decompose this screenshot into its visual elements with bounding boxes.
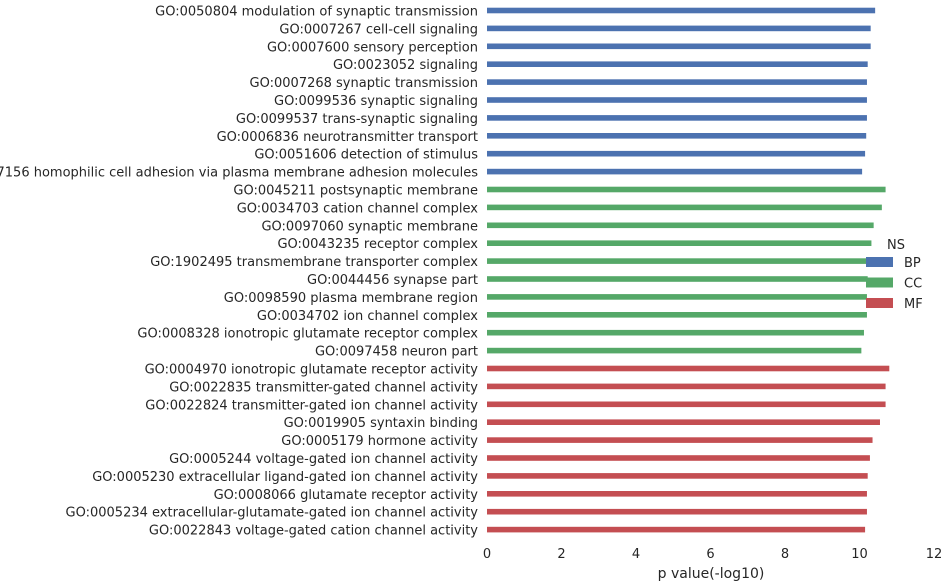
- category-label: GO:0022835 transmitter-gated channel act…: [169, 380, 478, 395]
- category-label: GO:0007267 cell-cell signaling: [279, 22, 478, 37]
- bar-cc: [487, 186, 886, 193]
- x-axis-label: p value(-log10): [658, 566, 765, 582]
- x-tick-label: 10: [851, 547, 868, 562]
- category-label: GO:0023052 signaling: [333, 58, 478, 73]
- bar-mf: [487, 365, 890, 372]
- category-label: GO:0008328 ionotropic glutamate receptor…: [137, 327, 478, 342]
- legend-swatch: [866, 257, 893, 267]
- category-label: GO:0050804 modulation of synaptic transm…: [155, 5, 478, 20]
- bar-cc: [487, 276, 868, 282]
- bar-bp: [487, 168, 863, 175]
- category-label: GO:0022824 transmitter-gated ion channel…: [145, 398, 478, 413]
- category-label: GO:0097060 synaptic membrane: [261, 219, 478, 234]
- category-label: GO:0006836 neurotransmitter transport: [217, 130, 478, 145]
- category-label: GO:0034703 cation channel complex: [237, 201, 479, 216]
- bar-cc: [487, 240, 872, 246]
- bar-cc: [487, 222, 874, 229]
- bar-cc: [487, 294, 867, 300]
- x-tick-label: 8: [781, 547, 789, 562]
- category-label: GO:0099536 synaptic signaling: [274, 94, 478, 109]
- category-label: GO:0019905 syntaxin binding: [284, 416, 478, 431]
- legend-label: CC: [904, 277, 922, 292]
- bar-mf: [487, 526, 866, 533]
- legend-title: NS: [887, 238, 905, 253]
- x-axis-ticks: 0 2 4 6 8 10 12: [483, 547, 942, 562]
- bar-bp: [487, 133, 867, 139]
- legend-label: BP: [904, 256, 921, 271]
- category-label: GO:0099537 trans-synaptic signaling: [236, 112, 478, 127]
- category-label: GO:0044456 synapse part: [307, 273, 478, 288]
- category-label: GO:0005244 voltage-gated ion channel act…: [169, 452, 478, 467]
- category-label: GO:0005230 extracellular ligand-gated io…: [92, 470, 478, 485]
- bar-bp: [487, 61, 868, 67]
- category-label: GO:0051606 detection of stimulus: [254, 148, 478, 163]
- category-label: GO:0005234 extracellular-glutamate-gated…: [66, 506, 479, 521]
- category-label: GO:0098590 plasma membrane region: [224, 291, 478, 306]
- category-label: GO:0097458 neuron part: [315, 345, 478, 360]
- bar-bp: [487, 43, 871, 50]
- bar-bp: [487, 25, 871, 32]
- category-label: GO:0005179 hormone activity: [281, 434, 478, 449]
- bar-mf: [487, 508, 867, 515]
- legend: NS BP CC MF: [866, 238, 923, 312]
- category-labels: GO:0050804 modulation of synaptic transm…: [0, 5, 478, 539]
- bars: [487, 7, 890, 533]
- bar-bp: [487, 150, 866, 157]
- category-label: GO:0007268 synaptic transmission: [250, 76, 478, 91]
- bar-mf: [487, 383, 886, 390]
- bar-bp: [487, 79, 867, 85]
- category-label: GO:1902495 transmembrane transporter com…: [150, 255, 478, 270]
- category-label: GO:0008066 glutamate receptor activity: [214, 488, 479, 503]
- bar-bp: [487, 115, 867, 121]
- x-tick-label: 2: [557, 547, 565, 562]
- x-tick-label: 6: [706, 547, 714, 562]
- category-label: GO:0007600 sensory perception: [267, 40, 478, 55]
- bar-cc: [487, 312, 867, 318]
- bar-mf: [487, 437, 873, 443]
- category-label: GO:0022843 voltage-gated cation channel …: [149, 524, 478, 539]
- bar-cc: [487, 347, 862, 354]
- x-tick-label: 0: [483, 547, 491, 562]
- bar-mf: [487, 401, 886, 408]
- category-label: GO:0045211 postsynaptic membrane: [233, 184, 478, 199]
- bar-mf: [487, 455, 870, 461]
- bar-bp: [487, 97, 867, 103]
- legend-swatch: [866, 277, 893, 288]
- bar-bp: [487, 7, 876, 14]
- bar-mf: [487, 491, 867, 497]
- category-label: GO:0034702 ion channel complex: [257, 309, 478, 324]
- category-label: GO:0043235 receptor complex: [277, 237, 478, 252]
- bar-mf: [487, 419, 880, 425]
- category-label: GO:0007156 homophilic cell adhesion via …: [0, 166, 478, 181]
- bar-cc: [487, 258, 869, 264]
- bar-cc: [487, 329, 864, 336]
- x-tick-label: 12: [926, 547, 943, 562]
- legend-swatch: [866, 298, 893, 308]
- legend-label: MF: [904, 297, 923, 312]
- bar-cc: [487, 204, 882, 211]
- x-tick-label: 4: [632, 547, 640, 562]
- bar-mf: [487, 473, 868, 479]
- category-label: GO:0004970 ionotropic glutamate receptor…: [145, 363, 479, 378]
